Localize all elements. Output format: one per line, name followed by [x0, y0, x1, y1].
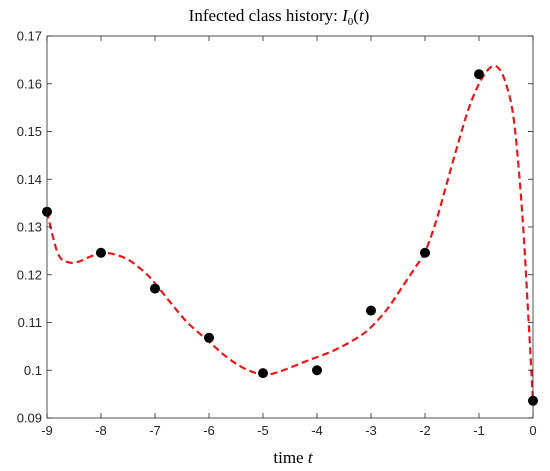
data-point	[420, 247, 430, 258]
plot-area: -9 -8 -7 -6 -5 -4 -3 -2 -1 0 0.09 0.1 0.11 0.12 0.13 0.…	[17, 29, 538, 439]
x-tick-label: 0	[529, 423, 536, 438]
x-tick-label: -9	[41, 423, 53, 438]
x-axis-label: time t	[273, 448, 313, 467]
y-tick-label: 0.15	[17, 124, 42, 139]
y-tick-label: 0.1	[24, 363, 42, 378]
marker-layer	[42, 69, 538, 406]
x-tick-label: -6	[203, 423, 215, 438]
tick-layer: -9 -8 -7 -6 -5 -4 -3 -2 -1 0 0.09 0.1 0.11 0.12 0.13 0.…	[17, 29, 537, 439]
data-point	[474, 69, 484, 80]
interpolated-curve	[45, 64, 535, 401]
y-tick-label: 0.09	[17, 411, 42, 426]
y-tick-label: 0.12	[17, 267, 42, 282]
x-tick-label: -3	[365, 423, 377, 438]
x-tick-label: -8	[95, 423, 107, 438]
x-tick-label: -7	[149, 423, 161, 438]
y-tick-label: 0.13	[17, 220, 42, 235]
y-tick-label: 0.16	[17, 76, 42, 91]
x-tick-label: -2	[419, 423, 431, 438]
data-point	[312, 365, 322, 376]
x-tick-label: -1	[473, 423, 485, 438]
x-tick-label: -5	[257, 423, 269, 438]
data-point	[258, 368, 268, 379]
curve-layer	[45, 64, 535, 401]
y-tick-label: 0.14	[17, 172, 42, 187]
chart-title: Infected class history: I0(t)	[189, 6, 370, 28]
x-tick-label: -4	[311, 423, 323, 438]
data-point	[366, 305, 376, 316]
y-tick-label: 0.17	[17, 29, 42, 44]
y-tick-label: 0.11	[18, 315, 42, 330]
data-point	[150, 283, 160, 294]
data-point	[204, 332, 214, 343]
data-point	[96, 247, 106, 258]
